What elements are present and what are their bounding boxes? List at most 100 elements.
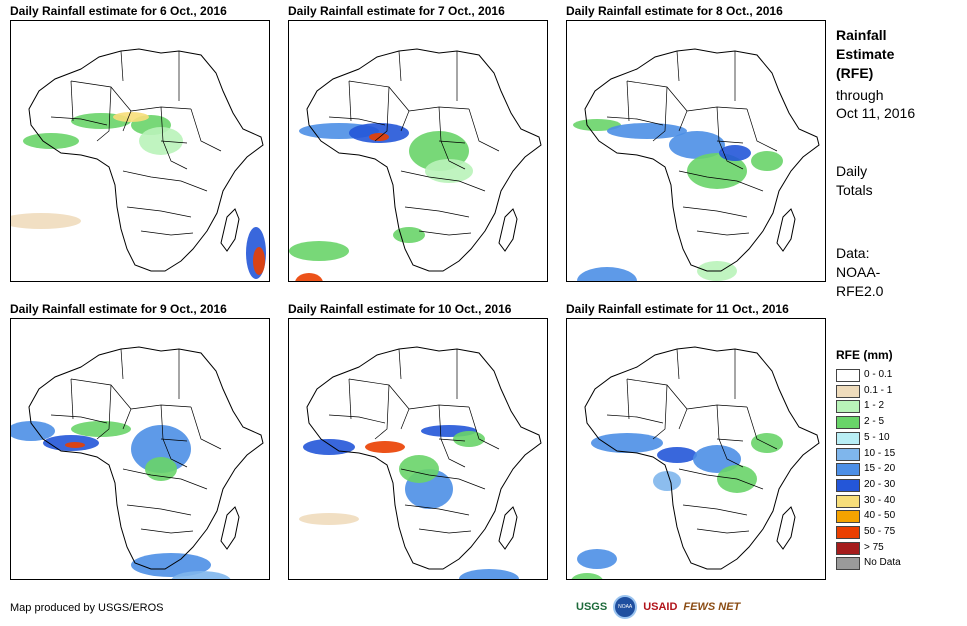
map-svg [289,48,542,281]
country-border [348,378,352,420]
africa-rainfall-map [566,318,826,580]
legend-title: RFE (mm) [836,348,893,362]
country-border [160,404,188,468]
side-date: Oct 11, 2016 [836,105,916,121]
country-border [328,414,386,424]
side-daily: Daily [836,163,868,179]
africa-coastline [584,48,820,272]
country-border [190,406,222,450]
noaa-logo: NOAA [613,595,638,619]
country-border [404,504,470,516]
rainfall-area [113,112,149,122]
rainfall-area [65,442,85,448]
legend-label: 2 - 5 [864,416,885,428]
africa-rainfall-map [10,20,270,282]
rainfall-area [425,159,473,183]
country-border [328,116,386,126]
legend-swatch [836,431,860,445]
country-border [374,86,390,142]
rainfall-area [573,119,621,131]
rainfall-map-panel-4: Daily Rainfall estimate for 9 Oct., 2016 [10,302,270,580]
country-border [676,50,680,82]
legend-swatch [836,510,860,524]
country-border [696,528,750,534]
legend-swatch [836,416,860,430]
country-border [746,108,778,152]
madagascar-coastline [776,208,796,252]
rainfall-area [719,145,751,161]
rainfall-area [393,227,425,243]
rainfall-area [171,571,231,579]
legend-swatch [836,384,860,398]
panel-title: Daily Rainfall estimate for 9 Oct., 2016 [10,302,227,316]
country-border [96,384,112,440]
rainfall-area [295,273,323,281]
legend-swatch [836,400,860,414]
side-through: through [836,87,884,103]
africa-coastline [306,346,542,570]
legend-label: 1 - 2 [864,400,885,412]
rainfall-map-panel-6: Daily Rainfall estimate for 11 Oct., 201… [566,302,826,580]
rainfall-map-panel-2: Daily Rainfall estimate for 7 Oct., 2016 [288,4,548,282]
legend-label: 0.1 - 1 [864,384,893,396]
country-border [682,206,748,218]
legend-label: 0 - 0.1 [864,369,893,380]
rainfall-area [453,431,485,447]
legend-label: 20 - 30 [864,478,896,490]
country-border [140,528,194,534]
panel-title: Daily Rainfall estimate for 8 Oct., 2016 [566,4,783,18]
side-title-line: Estimate [836,46,895,62]
legend-swatch [836,526,860,539]
map-svg [11,346,264,579]
rainfall-map-panel-5: Daily Rainfall estimate for 10 Oct., 201… [288,302,548,580]
rainfall-area [459,569,519,579]
country-border [682,504,748,516]
side-data-source-1: NOAA- [836,264,881,280]
legend-swatch [836,369,860,382]
country-border [120,50,124,82]
country-border [70,80,74,122]
map-svg [573,48,820,281]
panel-title: Daily Rainfall estimate for 10 Oct., 201… [288,302,512,316]
rainfall-area [131,425,191,473]
country-border [438,438,466,442]
country-border [126,504,192,516]
country-border [468,406,500,450]
africa-coastline [28,346,264,570]
country-border [438,404,466,468]
country-border [190,108,222,152]
country-border [70,378,132,430]
madagascar-coastline [220,208,240,252]
legend-label: 10 - 15 [864,447,896,459]
country-border [438,106,466,170]
country-border [160,106,188,170]
africa-coastline [306,48,542,272]
rainfall-area [693,445,741,473]
side-title-line: Rainfall [836,27,887,43]
country-border [70,378,74,420]
legend-swatch [836,463,860,477]
rainfall-area [145,457,177,481]
map-svg [299,346,542,579]
africa-rainfall-map [288,318,548,580]
side-title: Rainfall Estimate (RFE) [836,26,894,83]
partner-logos: USGS NOAA USAID FEWS NET [576,594,740,620]
country-border [652,86,668,142]
rainfall-area [607,123,687,139]
country-border [716,140,744,144]
rainfall-area [11,421,55,441]
country-border [678,170,764,192]
legend-swatch [836,494,860,508]
legend-swatch [836,541,860,555]
legend-label: 50 - 75 [864,526,896,537]
madagascar-coastline [498,506,518,550]
country-border [348,80,352,122]
legend-label: 5 - 10 [864,431,890,443]
panel-title: Daily Rainfall estimate for 7 Oct., 2016 [288,4,505,18]
rainfall-map-panel-3: Daily Rainfall estimate for 8 Oct., 2016 [566,4,826,282]
country-border [96,86,112,142]
legend-swatch [836,478,860,492]
country-border [160,140,188,144]
country-border [678,468,764,490]
country-border [418,528,472,534]
